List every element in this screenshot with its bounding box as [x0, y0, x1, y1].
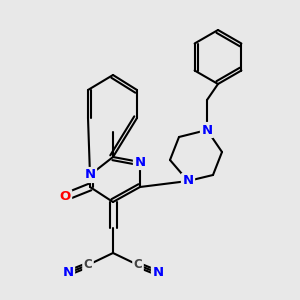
Text: C: C: [134, 259, 142, 272]
Text: N: N: [201, 124, 213, 136]
Text: O: O: [59, 190, 70, 203]
Text: N: N: [152, 266, 164, 280]
Text: N: N: [182, 175, 194, 188]
Text: N: N: [84, 169, 96, 182]
Text: N: N: [62, 266, 74, 280]
Text: C: C: [84, 259, 92, 272]
Text: N: N: [134, 155, 146, 169]
